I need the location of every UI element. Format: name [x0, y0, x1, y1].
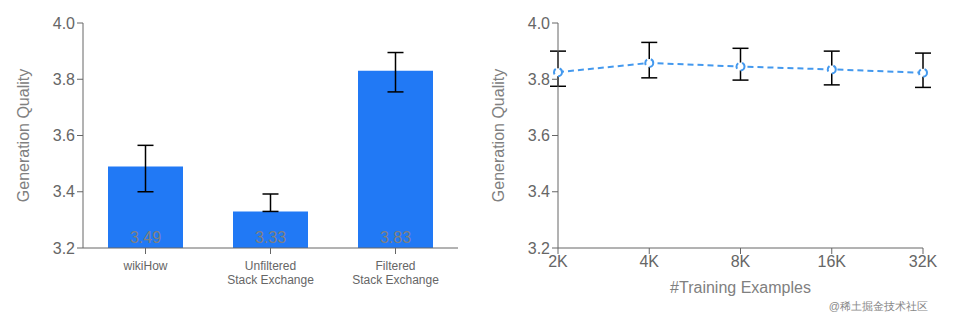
svg-text:3.6: 3.6 [528, 127, 550, 144]
svg-text:3.83: 3.83 [380, 229, 411, 246]
svg-text:3.4: 3.4 [53, 183, 75, 200]
svg-text:4.0: 4.0 [53, 15, 75, 32]
svg-text:4K: 4K [639, 253, 659, 270]
svg-text:3.49: 3.49 [130, 229, 161, 246]
svg-text:wikiHow: wikiHow [122, 259, 167, 273]
svg-text:3.33: 3.33 [255, 229, 286, 246]
svg-text:FilteredStack Exchange: FilteredStack Exchange [352, 259, 439, 287]
html-text:@稀土掘金技术社区: @稀土掘金技术社区 [828, 300, 928, 312]
svg-text:3.2: 3.2 [53, 240, 75, 257]
svg-text:#Training Examples: #Training Examples [670, 279, 811, 296]
svg-text:3.6: 3.6 [53, 127, 75, 144]
svg-text:32K: 32K [909, 253, 938, 270]
svg-text:3.8: 3.8 [53, 71, 75, 88]
svg-text:8K: 8K [731, 253, 751, 270]
svg-text:3.4: 3.4 [528, 183, 550, 200]
svg-text:16K: 16K [818, 253, 847, 270]
svg-text:UnfilteredStack Exchange: UnfilteredStack Exchange [227, 259, 314, 287]
svg-text:Generation Quality: Generation Quality [15, 69, 32, 202]
svg-text:3.2: 3.2 [528, 240, 550, 257]
svg-text:2K: 2K [548, 253, 568, 270]
svg-text:Generation Quality: Generation Quality [490, 69, 507, 202]
svg-text:3.8: 3.8 [528, 71, 550, 88]
svg-text:4.0: 4.0 [528, 15, 550, 32]
